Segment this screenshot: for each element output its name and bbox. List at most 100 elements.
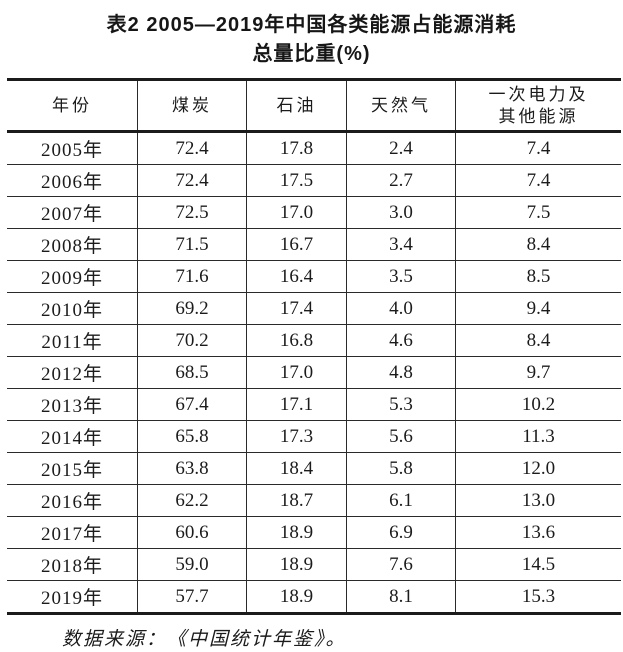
value-cell: 67.4 <box>137 388 247 421</box>
table-row: 2008年 71.5 16.7 3.4 8.4 <box>7 228 621 261</box>
table-row: 2013年 67.4 17.1 5.3 10.2 <box>7 388 621 421</box>
value-cell: 9.7 <box>455 356 621 389</box>
value-cell: 11.3 <box>455 420 621 453</box>
value-cell: 69.2 <box>137 292 247 325</box>
column-header: 煤炭 <box>137 79 247 133</box>
value-cell: 13.6 <box>455 516 621 549</box>
value-cell: 5.8 <box>346 452 456 485</box>
value-cell: 8.1 <box>346 580 456 614</box>
title-line-2: 总量比重(%) <box>252 43 371 65</box>
value-cell: 18.9 <box>246 580 347 614</box>
table-row: 2007年 72.5 17.0 3.0 7.5 <box>7 196 621 229</box>
value-cell: 17.3 <box>246 420 347 453</box>
value-cell: 17.0 <box>246 196 347 229</box>
value-cell: 6.1 <box>346 484 456 517</box>
value-cell: 2.4 <box>346 131 456 165</box>
value-cell: 7.5 <box>455 196 621 229</box>
value-cell: 5.3 <box>346 388 456 421</box>
table-row: 2012年 68.5 17.0 4.8 9.7 <box>7 356 621 389</box>
value-cell: 18.9 <box>246 548 347 581</box>
value-cell: 71.6 <box>137 260 247 293</box>
table-body: 2005年 72.4 17.8 2.4 7.4 2006年 72.4 17.5 2.7 7.4 20… <box>7 131 621 614</box>
year-cell: 2006年 <box>7 164 138 197</box>
column-header: 一次电力及 其他能源 <box>455 79 621 133</box>
value-cell: 17.8 <box>246 131 347 165</box>
year-cell: 2011年 <box>7 324 138 357</box>
year-cell: 2015年 <box>7 452 138 485</box>
value-cell: 3.4 <box>346 228 456 261</box>
table-row: 2005年 72.4 17.8 2.4 7.4 <box>7 131 621 165</box>
value-cell: 17.1 <box>246 388 347 421</box>
value-cell: 65.8 <box>137 420 247 453</box>
value-cell: 7.4 <box>455 164 621 197</box>
value-cell: 18.4 <box>246 452 347 485</box>
value-cell: 18.9 <box>246 516 347 549</box>
table-row: 2010年 69.2 17.4 4.0 9.4 <box>7 292 621 325</box>
year-cell: 2008年 <box>7 228 138 261</box>
value-cell: 70.2 <box>137 324 247 357</box>
column-header: 石油 <box>246 79 347 133</box>
value-cell: 4.0 <box>346 292 456 325</box>
table-row: 2015年 63.8 18.4 5.8 12.0 <box>7 452 621 485</box>
value-cell: 3.0 <box>346 196 456 229</box>
value-cell: 63.8 <box>137 452 247 485</box>
value-cell: 4.6 <box>346 324 456 357</box>
table-row: 2016年 62.2 18.7 6.1 13.0 <box>7 484 621 517</box>
value-cell: 16.4 <box>246 260 347 293</box>
value-cell: 8.5 <box>455 260 621 293</box>
value-cell: 60.6 <box>137 516 247 549</box>
value-cell: 10.2 <box>455 388 621 421</box>
value-cell: 2.7 <box>346 164 456 197</box>
value-cell: 62.2 <box>137 484 247 517</box>
year-cell: 2005年 <box>7 131 138 165</box>
title-line-1: 表2 2005—2019年中国各类能源占能源消耗 <box>106 14 517 36</box>
table-row: 2019年 57.7 18.9 8.1 15.3 <box>7 580 621 614</box>
table-row: 2018年 59.0 18.9 7.6 14.5 <box>7 548 621 581</box>
table-row: 2017年 60.6 18.9 6.9 13.6 <box>7 516 621 549</box>
value-cell: 68.5 <box>137 356 247 389</box>
value-cell: 57.7 <box>137 580 247 614</box>
value-cell: 14.5 <box>455 548 621 581</box>
value-cell: 71.5 <box>137 228 247 261</box>
year-cell: 2017年 <box>7 516 138 549</box>
table-row: 2009年 71.6 16.4 3.5 8.5 <box>7 260 621 293</box>
value-cell: 72.4 <box>137 131 247 165</box>
year-cell: 2018年 <box>7 548 138 581</box>
data-source-note: 数据来源：《中国统计年鉴》。 <box>62 629 347 650</box>
year-cell: 2016年 <box>7 484 138 517</box>
value-cell: 72.4 <box>137 164 247 197</box>
year-cell: 2010年 <box>7 292 138 325</box>
header-row: 年份 煤炭 石油 天然气 一次电力及 其他能源 <box>7 79 621 133</box>
table-title: 表2 2005—2019年中国各类能源占能源消耗 总量比重(%) <box>0 0 623 69</box>
year-cell: 2012年 <box>7 356 138 389</box>
value-cell: 18.7 <box>246 484 347 517</box>
value-cell: 4.8 <box>346 356 456 389</box>
year-cell: 2007年 <box>7 196 138 229</box>
value-cell: 6.9 <box>346 516 456 549</box>
value-cell: 7.6 <box>346 548 456 581</box>
value-cell: 16.7 <box>246 228 347 261</box>
year-cell: 2014年 <box>7 420 138 453</box>
year-cell: 2009年 <box>7 260 138 293</box>
value-cell: 13.0 <box>455 484 621 517</box>
year-cell: 2019年 <box>7 580 138 614</box>
value-cell: 8.4 <box>455 228 621 261</box>
value-cell: 9.4 <box>455 292 621 325</box>
value-cell: 17.0 <box>246 356 347 389</box>
table-row: 2014年 65.8 17.3 5.6 11.3 <box>7 420 621 453</box>
table-row: 2011年 70.2 16.8 4.6 8.4 <box>7 324 621 357</box>
value-cell: 5.6 <box>346 420 456 453</box>
year-cell: 2013年 <box>7 388 138 421</box>
column-header: 天然气 <box>346 79 456 133</box>
value-cell: 15.3 <box>455 580 621 614</box>
value-cell: 8.4 <box>455 324 621 357</box>
energy-share-table: 年份 煤炭 石油 天然气 一次电力及 其他能源 2005年 72.4 17.8 2.4 7.4 2… <box>7 78 621 615</box>
value-cell: 12.0 <box>455 452 621 485</box>
value-cell: 59.0 <box>137 548 247 581</box>
column-header: 年份 <box>7 79 138 133</box>
value-cell: 17.5 <box>246 164 347 197</box>
value-cell: 16.8 <box>246 324 347 357</box>
value-cell: 17.4 <box>246 292 347 325</box>
value-cell: 7.4 <box>455 131 621 165</box>
